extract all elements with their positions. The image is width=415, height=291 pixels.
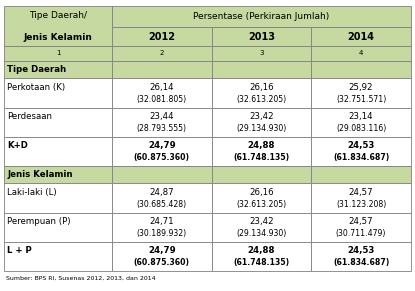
Text: (32.081.805): (32.081.805) <box>137 95 187 104</box>
Text: 24,79: 24,79 <box>148 246 176 255</box>
Text: 25,92: 25,92 <box>349 83 373 92</box>
Text: 2: 2 <box>159 50 164 56</box>
Text: (28.793.555): (28.793.555) <box>137 124 187 133</box>
Bar <box>311 108 411 136</box>
Bar <box>311 242 411 271</box>
Bar <box>4 108 112 136</box>
Bar <box>212 136 311 166</box>
Bar <box>311 27 411 46</box>
Bar <box>112 212 212 242</box>
Bar <box>311 166 411 183</box>
Text: (30.711.479): (30.711.479) <box>336 229 386 238</box>
Bar <box>4 46 112 61</box>
Text: Laki-laki (L): Laki-laki (L) <box>7 188 57 197</box>
Text: 26,14: 26,14 <box>149 83 174 92</box>
Bar <box>4 183 112 212</box>
Text: (61.834.687): (61.834.687) <box>333 258 389 267</box>
Text: 23,14: 23,14 <box>349 112 374 121</box>
Text: 26,16: 26,16 <box>249 83 274 92</box>
Bar <box>4 166 112 183</box>
Text: 23,42: 23,42 <box>249 217 274 226</box>
Text: 24,53: 24,53 <box>347 246 375 255</box>
Text: 24,88: 24,88 <box>248 246 275 255</box>
Bar <box>4 6 112 46</box>
Bar <box>311 136 411 166</box>
Bar <box>112 79 212 108</box>
Text: 24,57: 24,57 <box>349 217 374 226</box>
Text: 24,87: 24,87 <box>149 188 174 197</box>
Text: (30.189.932): (30.189.932) <box>137 229 187 238</box>
Text: (29.134.930): (29.134.930) <box>236 124 286 133</box>
Text: 24,57: 24,57 <box>349 188 374 197</box>
Bar <box>112 6 411 27</box>
Text: (29.083.116): (29.083.116) <box>336 124 386 133</box>
Text: 24,53: 24,53 <box>347 141 375 150</box>
Text: Jenis Kelamin: Jenis Kelamin <box>24 33 93 42</box>
Text: Tipe Daerah/: Tipe Daerah/ <box>29 11 87 20</box>
Bar <box>4 242 112 271</box>
Bar <box>112 46 212 61</box>
Text: (61.748.135): (61.748.135) <box>233 153 289 162</box>
Bar <box>212 27 311 46</box>
Text: Tipe Daerah: Tipe Daerah <box>7 65 66 74</box>
Text: Jenis Kelamin: Jenis Kelamin <box>7 170 73 179</box>
Text: Sumber: BPS RI, Susenas 2012, 2013, dan 2014: Sumber: BPS RI, Susenas 2012, 2013, dan … <box>6 275 156 281</box>
Text: (30.685.428): (30.685.428) <box>137 200 187 209</box>
Text: 2012: 2012 <box>148 31 175 42</box>
Text: Persentase (Perkiraan Jumlah): Persentase (Perkiraan Jumlah) <box>193 12 330 21</box>
Text: (32.751.571): (32.751.571) <box>336 95 386 104</box>
Text: L + P: L + P <box>7 246 32 255</box>
Bar <box>112 27 212 46</box>
Text: (32.613.205): (32.613.205) <box>236 95 286 104</box>
Bar <box>311 183 411 212</box>
Bar <box>112 61 212 79</box>
Bar <box>112 108 212 136</box>
Bar <box>212 108 311 136</box>
Bar <box>4 212 112 242</box>
Text: 24,71: 24,71 <box>149 217 174 226</box>
Bar <box>212 79 311 108</box>
Text: 26,16: 26,16 <box>249 188 274 197</box>
Bar <box>112 166 212 183</box>
Text: 24,79: 24,79 <box>148 141 176 150</box>
Bar <box>112 242 212 271</box>
Text: (31.123.208): (31.123.208) <box>336 200 386 209</box>
Text: (60.875.360): (60.875.360) <box>134 258 190 267</box>
Bar <box>311 46 411 61</box>
Text: (61.834.687): (61.834.687) <box>333 153 389 162</box>
Text: 4: 4 <box>359 50 363 56</box>
Bar <box>212 183 311 212</box>
Text: 2014: 2014 <box>347 31 374 42</box>
Text: 24,88: 24,88 <box>248 141 275 150</box>
Bar <box>112 183 212 212</box>
Text: 2013: 2013 <box>248 31 275 42</box>
Bar <box>212 61 311 79</box>
Bar <box>4 61 112 79</box>
Bar <box>311 212 411 242</box>
Text: 23,42: 23,42 <box>249 112 274 121</box>
Text: (32.613.205): (32.613.205) <box>236 200 286 209</box>
Bar <box>212 212 311 242</box>
Bar <box>212 242 311 271</box>
Text: Perdesaan: Perdesaan <box>7 112 52 121</box>
Text: 3: 3 <box>259 50 264 56</box>
Text: 23,44: 23,44 <box>149 112 174 121</box>
Bar <box>4 136 112 166</box>
Bar <box>212 166 311 183</box>
Text: K+D: K+D <box>7 141 28 150</box>
Text: (29.134.930): (29.134.930) <box>236 229 286 238</box>
Text: 1: 1 <box>56 50 60 56</box>
Text: Perempuan (P): Perempuan (P) <box>7 217 71 226</box>
Text: (60.875.360): (60.875.360) <box>134 153 190 162</box>
Bar <box>212 46 311 61</box>
Bar <box>311 61 411 79</box>
Bar <box>4 79 112 108</box>
Bar <box>112 136 212 166</box>
Bar <box>311 79 411 108</box>
Text: Perkotaan (K): Perkotaan (K) <box>7 83 66 92</box>
Text: (61.748.135): (61.748.135) <box>233 258 289 267</box>
